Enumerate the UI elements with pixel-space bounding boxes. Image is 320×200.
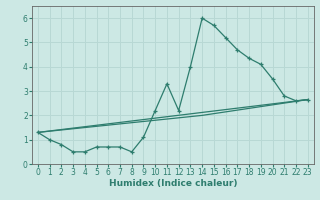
X-axis label: Humidex (Indice chaleur): Humidex (Indice chaleur) <box>108 179 237 188</box>
